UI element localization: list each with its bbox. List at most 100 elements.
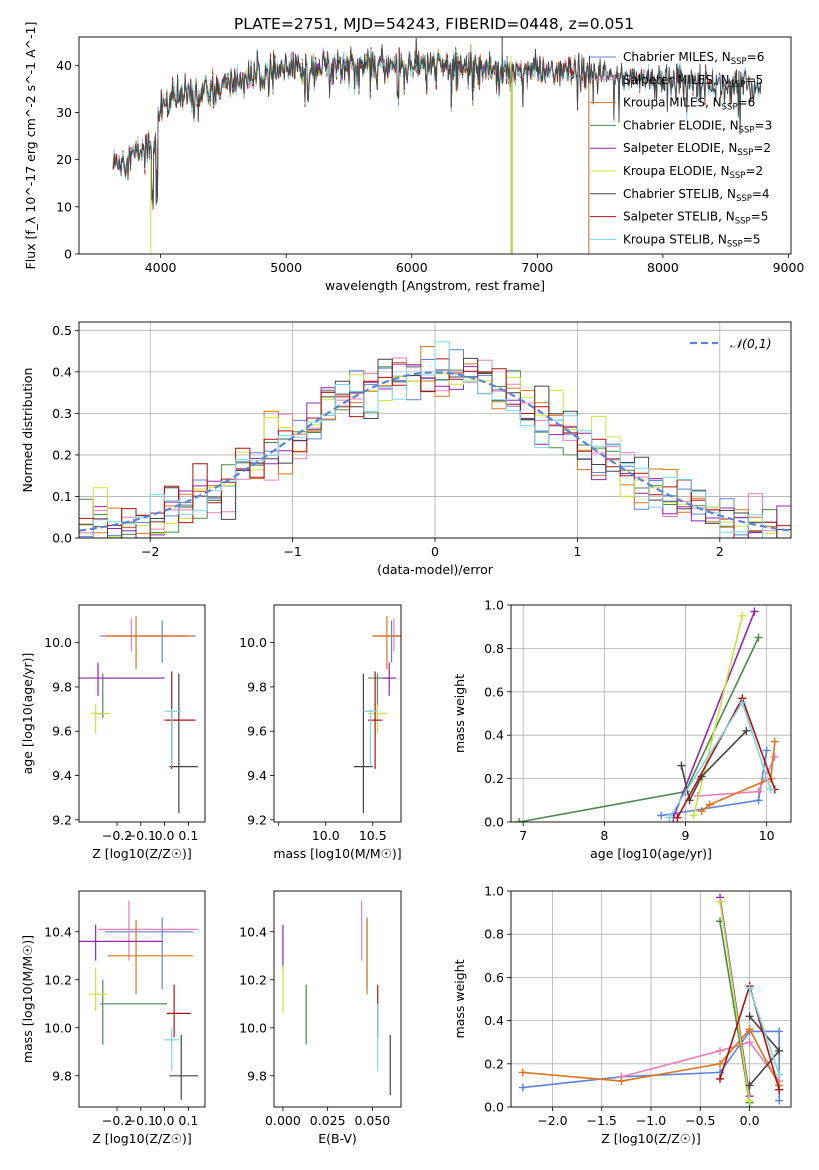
- plot-area: [511, 605, 791, 822]
- x-tick-label: −1.0: [636, 1113, 666, 1128]
- x-tick-label: 0.0: [155, 828, 175, 843]
- plot-area: [353, 616, 401, 814]
- y-axis-label: mass weight: [452, 959, 467, 1038]
- weight-marker-salpeter-stelib: [673, 813, 682, 822]
- weight-marker-kroupa-miles: [745, 1025, 754, 1034]
- y-tick-label: 0.3: [52, 406, 72, 421]
- weight-marker-chabrier-elodie: [515, 818, 524, 822]
- panel-age-vs-mass: 10.0 10.5 9.2 9.4 9.6 9.8 10.0 mass [log10(M/M☉…: [239, 604, 402, 861]
- y-tick-label: 0.5: [52, 323, 72, 338]
- y-tick-label: 0: [64, 247, 72, 262]
- weight-marker-chabrier-miles: [754, 796, 763, 805]
- y-tick-label: 9.2: [52, 812, 72, 827]
- y-tick-label: 0.2: [484, 771, 504, 786]
- y-tick-label: 10.0: [44, 1020, 72, 1035]
- panel-mass-vs-Z: −0.2−0.10.0 0.1 9.8 10.0 10.2 10.4 Z [log10(Z/…: [20, 890, 206, 1146]
- weight-marker-kroupa-miles: [716, 1059, 725, 1068]
- x-tick-label: 0.000: [265, 1113, 301, 1128]
- legend: Chabrier MILES, NSSP=6 Salpeter MILES, NS…: [590, 50, 772, 249]
- x-tick-label: −2: [141, 544, 159, 559]
- x-tick-label: 0: [431, 544, 439, 559]
- x-tick-label: 0.1: [178, 828, 198, 843]
- weight-line-chabrier-stelib: [680, 730, 747, 803]
- x-tick-label: −0.1: [126, 1113, 156, 1128]
- y-tick-label: 0.0: [484, 1100, 504, 1115]
- weight-marker-kroupa-elodie: [716, 897, 725, 906]
- x-tick-label: −2.0: [537, 1113, 567, 1128]
- weight-marker-kroupa-elodie: [689, 811, 698, 820]
- weight-marker-salpeter-stelib: [716, 1074, 725, 1083]
- y-tick-label: 10.4: [44, 924, 72, 939]
- y-axis-label: mass [log10(M/M☉)]: [20, 935, 35, 1063]
- weight-marker-chabrier-elodie: [754, 633, 763, 642]
- panel-weight-vs-age: 7 8 9 10 0.0 0.2 0.4 0.6 0.8 1.0 age [log10(age/yr…: [452, 598, 792, 861]
- weight-marker-kroupa-miles: [705, 800, 714, 809]
- y-tick-label: 0.0: [484, 815, 504, 830]
- weight-line-salpeter-elodie: [672, 611, 756, 818]
- weight-marker-chabrier-stelib: [745, 1012, 754, 1021]
- plot-area: [511, 891, 791, 1107]
- legend-label-chabrier-elodie: Chabrier ELODIE, NSSP=3: [623, 118, 772, 135]
- y-tick-label: 9.8: [52, 1068, 72, 1083]
- x-tick-label: 8000: [647, 260, 679, 275]
- plot-area: [282, 900, 391, 1095]
- x-tick-label: 10.0: [312, 828, 340, 843]
- y-tick-label: 0.6: [484, 684, 504, 699]
- y-tick-label: 9.8: [247, 1068, 267, 1083]
- weight-marker-kroupa-stelib: [665, 813, 674, 822]
- axes-frame: [78, 604, 206, 823]
- weight-marker-kroupa-stelib: [766, 785, 775, 794]
- y-tick-label: 0.2: [52, 447, 72, 462]
- x-tick-label: 8: [600, 828, 608, 843]
- x-tick-label: 10: [759, 828, 775, 843]
- x-tick-label: −1.5: [587, 1113, 617, 1128]
- x-tick-label: 0.025: [310, 1113, 346, 1128]
- x-tick-label: −0.2: [102, 828, 132, 843]
- weight-line-kroupa-elodie: [719, 901, 751, 1101]
- y-tick-label: 1.0: [484, 598, 504, 613]
- plot-area: [79, 900, 198, 1100]
- weight-line-kroupa-miles: [701, 741, 776, 812]
- weight-marker-chabrier-miles: [657, 811, 666, 820]
- y-tick-label: 10.0: [44, 635, 72, 650]
- legend-label-chabrier-stelib: Chabrier STELIB, NSSP=4: [623, 187, 770, 204]
- histogram-kroupa-stelib: [79, 341, 791, 538]
- y-tick-label: 10.0: [239, 635, 267, 650]
- legend-label-kroupa-miles: Kroupa MILES, NSSP=6: [623, 96, 755, 113]
- y-tick-label: 0.6: [484, 970, 504, 985]
- x-tick-label: 9000: [773, 260, 805, 275]
- spectrum-salpeter-miles: [112, 42, 590, 254]
- weight-marker-kroupa-miles: [697, 807, 706, 816]
- x-tick-label: 0.1: [178, 1113, 198, 1128]
- spectrum-chabrier-stelib: [112, 37, 762, 207]
- panel-residuals: −2 −1 0 1 2 0.0 0.1 0.2 0.3 0.4 0.5 (data-model)/er…: [20, 321, 792, 577]
- weight-marker-chabrier-stelib: [775, 1046, 784, 1055]
- y-tick-label: 0.8: [484, 927, 504, 942]
- legend-label-kroupa-elodie: Kroupa ELODIE, NSSP=2: [623, 164, 763, 181]
- y-tick-label: 9.8: [247, 679, 267, 694]
- histogram-salpeter-stelib: [79, 358, 791, 538]
- x-tick-label: 0.0: [740, 1113, 760, 1128]
- x-tick-label: 7: [519, 828, 527, 843]
- axes-frame: [78, 36, 792, 255]
- y-tick-label: 10.4: [239, 924, 267, 939]
- y-tick-label: 0.2: [484, 1056, 504, 1071]
- x-axis-label: wavelength [Angstrom, rest frame]: [325, 278, 545, 293]
- axes-frame: [510, 604, 792, 823]
- x-tick-label: 1: [573, 544, 581, 559]
- y-axis-label: Flux [f_λ 10^-17 erg cm^-2 s^-1 A^-1]: [23, 22, 38, 270]
- x-axis-label: mass [log10(M/M☉)]: [273, 846, 401, 861]
- x-tick-label: −0.1: [126, 828, 156, 843]
- weight-marker-kroupa-elodie: [738, 611, 747, 620]
- y-tick-label: 9.4: [52, 768, 72, 783]
- y-tick-label: 0.0: [52, 531, 72, 546]
- panel-mass-vs-ebv: 0.000 0.025 0.050 9.8 10.0 10.2 10.4 E(B-V): [239, 890, 402, 1146]
- panel-age-vs-Z: −0.2−0.10.0 0.1 9.2 9.4 9.6 9.8 10.0 Z [log10(Z…: [20, 604, 206, 861]
- x-tick-label: 6000: [396, 260, 428, 275]
- legend: 𝒩(0,1): [690, 336, 772, 351]
- weight-marker-salpeter-elodie: [750, 607, 759, 616]
- panel-spectrum: 4000 5000 6000 7000 8000 9000 0 10 20 30 40 wavelen…: [23, 22, 804, 293]
- y-tick-label: 0.4: [484, 1013, 504, 1028]
- y-tick-label: 9.2: [247, 812, 267, 827]
- y-tick-label: 40: [56, 58, 72, 73]
